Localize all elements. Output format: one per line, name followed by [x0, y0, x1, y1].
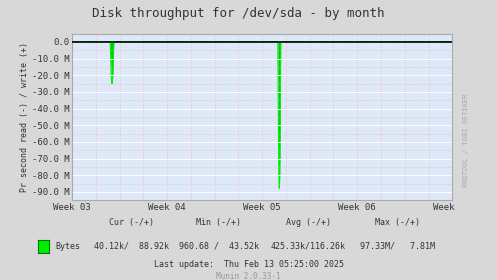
Text: Bytes: Bytes [56, 242, 81, 251]
Y-axis label: Pr second read (-) / write (+): Pr second read (-) / write (+) [20, 42, 29, 192]
Text: Min (-/+): Min (-/+) [196, 218, 241, 227]
Text: Max (-/+): Max (-/+) [375, 218, 420, 227]
Text: Cur (-/+): Cur (-/+) [109, 218, 154, 227]
Text: 97.33M/   7.81M: 97.33M/ 7.81M [360, 242, 435, 251]
Text: 40.12k/  88.92k: 40.12k/ 88.92k [94, 242, 169, 251]
Text: 960.68 /  43.52k: 960.68 / 43.52k [179, 242, 258, 251]
Text: RRDTOOL / TOBI OETIKER: RRDTOOL / TOBI OETIKER [463, 93, 469, 187]
Text: Munin 2.0.33-1: Munin 2.0.33-1 [216, 272, 281, 280]
Text: 425.33k/116.26k: 425.33k/116.26k [271, 242, 345, 251]
Text: Avg (-/+): Avg (-/+) [286, 218, 331, 227]
Text: Disk throughput for /dev/sda - by month: Disk throughput for /dev/sda - by month [92, 7, 385, 20]
Text: Last update:  Thu Feb 13 05:25:00 2025: Last update: Thu Feb 13 05:25:00 2025 [154, 260, 343, 269]
